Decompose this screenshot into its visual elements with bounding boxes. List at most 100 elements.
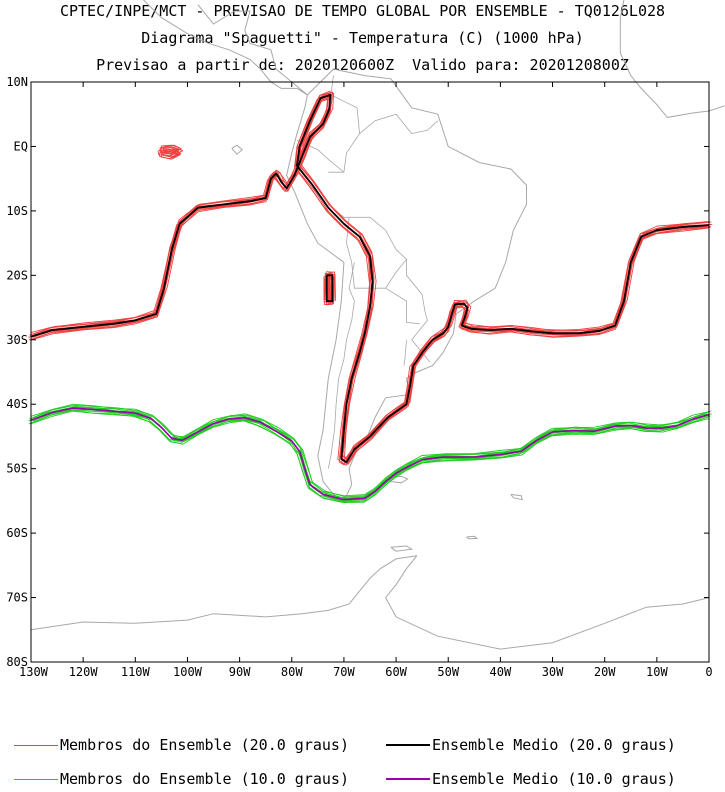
lat-tick-label: 80S <box>6 655 28 669</box>
lon-tick-label: 100W <box>173 665 203 679</box>
legend-swatch-mean-20 <box>386 744 430 746</box>
lat-tick-label: 60S <box>6 526 28 540</box>
legend-swatch-members-10 <box>14 778 58 780</box>
legend-swatch-members-20 <box>14 744 58 746</box>
lon-tick: 130W <box>19 82 49 679</box>
ensemble-mean-20-contour <box>325 274 334 302</box>
ensemble-member-10-contour <box>28 410 708 503</box>
lat-tick: 10N <box>6 75 709 89</box>
lat-tick: 50S <box>6 462 709 476</box>
lat-tick-label: 40S <box>6 397 28 411</box>
lon-tick-label: 110W <box>121 665 151 679</box>
legend-label-mean-20: Ensemble Medio (20.0 graus) <box>432 736 676 754</box>
lon-tick-label: 60W <box>385 665 407 679</box>
lon-tick: 100W <box>173 82 203 679</box>
ensemble-member-20-contour <box>328 271 336 299</box>
border-paraguay-argentina <box>385 287 420 325</box>
south-america-coast <box>286 68 527 502</box>
lon-tick: 120W <box>69 82 99 679</box>
contour-layer <box>28 90 713 503</box>
legend-label-members-20: Membros do Ensemble (20.0 graus) <box>60 736 349 754</box>
lon-tick: 30W <box>542 82 564 679</box>
lat-tick: 20S <box>6 268 709 282</box>
legend-swatch-mean-10 <box>386 778 430 780</box>
lon-tick-label: 70W <box>333 665 355 679</box>
north-africa-coast <box>619 0 710 118</box>
lon-tick-label: 50W <box>437 665 459 679</box>
legend-label-mean-10: Ensemble Medio (10.0 graus) <box>432 770 676 788</box>
ensemble-member-10-contour <box>33 406 712 500</box>
south-orkney <box>466 535 479 540</box>
lon-tick-label: 80W <box>281 665 303 679</box>
border-brazil-south <box>328 204 431 363</box>
lon-tick: 90W <box>229 82 251 679</box>
ensemble-member-20-contour <box>161 148 181 157</box>
lon-tick-label: 20W <box>594 665 616 679</box>
lon-tick: 20W <box>594 82 616 679</box>
legend-item-mean-10: Ensemble Medio (10.0 graus) <box>386 770 676 788</box>
border-bolivia <box>346 217 407 289</box>
legend: Membros do Ensemble (20.0 graus) Ensembl… <box>0 730 725 792</box>
ensemble-member-10-contour <box>33 404 712 498</box>
antarctic-peninsula <box>30 555 417 631</box>
title-line-1: CPTEC/INPE/MCT - PREVISAO DE TEMPO GLOBA… <box>59 2 666 20</box>
lon-tick-label: 120W <box>69 665 99 679</box>
lat-tick-label: 10S <box>6 204 28 218</box>
lon-tick-label: 130W <box>19 665 49 679</box>
title-line-2: Diagrama "Spaguetti" - Temperatura (C) (… <box>141 29 584 47</box>
ensemble-member-20-contour <box>30 98 709 466</box>
lon-tick-label: 90W <box>229 665 251 679</box>
ensemble-member-10-contour <box>30 403 710 497</box>
lat-tick: 40S <box>6 397 709 411</box>
ensemble-member-20-contour <box>159 147 180 155</box>
south-georgia <box>510 493 524 501</box>
map-frame <box>30 81 710 663</box>
lon-tick: 110W <box>121 82 151 679</box>
lat-tick: 60S <box>6 526 709 540</box>
caribbean-coast <box>197 4 308 96</box>
lat-tick: 80S <box>6 655 709 669</box>
longitude-axis: 130W 120W 110W 100W 90W 80W 70W 60W 50W 40W 30W 20W… <box>19 82 713 679</box>
lat-tick-label: 30S <box>6 333 28 347</box>
lon-tick: 60W <box>385 82 408 679</box>
lon-tick: 80W <box>281 82 303 679</box>
border-colombia-venezuela <box>330 75 360 134</box>
border-uruguay <box>403 339 407 366</box>
galapagos-islands <box>231 144 243 155</box>
lat-tick: 70S <box>6 591 709 605</box>
lon-tick: 0 <box>705 82 713 679</box>
title-line-3: Previsao a partir de: 2020120600Z Valido… <box>96 56 629 74</box>
lon-tick-label: 10W <box>646 665 668 679</box>
africa-gulf-coast <box>708 105 725 112</box>
lat-tick-label: 10N <box>6 75 28 89</box>
ensemble-mean-10-contour <box>30 407 710 501</box>
lat-tick-label: 50S <box>6 462 28 476</box>
legend-item-mean-20: Ensemble Medio (20.0 graus) <box>386 736 676 754</box>
ensemble-member-20-contour <box>157 148 177 157</box>
ensemble-member-10-contour <box>28 409 706 502</box>
ensemble-mean-20-contour <box>30 94 710 464</box>
lat-tick: 10S <box>6 204 709 218</box>
weddell-coast <box>385 555 710 650</box>
lat-tick: EQ <box>14 139 709 153</box>
legend-item-members-10: Membros do Ensemble (10.0 graus) <box>14 770 349 788</box>
coastline-layer <box>30 0 725 650</box>
lon-tick: 10W <box>646 82 668 679</box>
lat-tick-label: 70S <box>6 591 28 605</box>
latitude-axis: 10N EQ 10S 20S 30S 40S 50S 60S 70S 80S <box>6 75 709 669</box>
lat-tick-label: EQ <box>14 139 28 153</box>
ensemble-member-10-contour <box>32 409 710 502</box>
legend-item-members-20: Membros do Ensemble (20.0 graus) <box>14 736 349 754</box>
ensemble-member-20-contour <box>329 273 336 301</box>
lat-tick: 30S <box>6 333 709 347</box>
lon-tick-label: 0 <box>705 665 712 679</box>
border-andes <box>327 262 355 469</box>
lat-tick-label: 20S <box>6 268 28 282</box>
lon-tick: 70W <box>333 82 356 679</box>
map-plot: 10N EQ 10S 20S 30S 40S 50S 60S 70S 80S 130W 120W 11… <box>6 0 725 679</box>
ensemble-member-10-contour <box>30 406 708 500</box>
lon-tick-label: 40W <box>490 665 512 679</box>
ensemble-member-20-contour <box>30 92 709 463</box>
south-shetland <box>390 545 414 552</box>
ensemble-member-10-contour <box>29 405 709 498</box>
